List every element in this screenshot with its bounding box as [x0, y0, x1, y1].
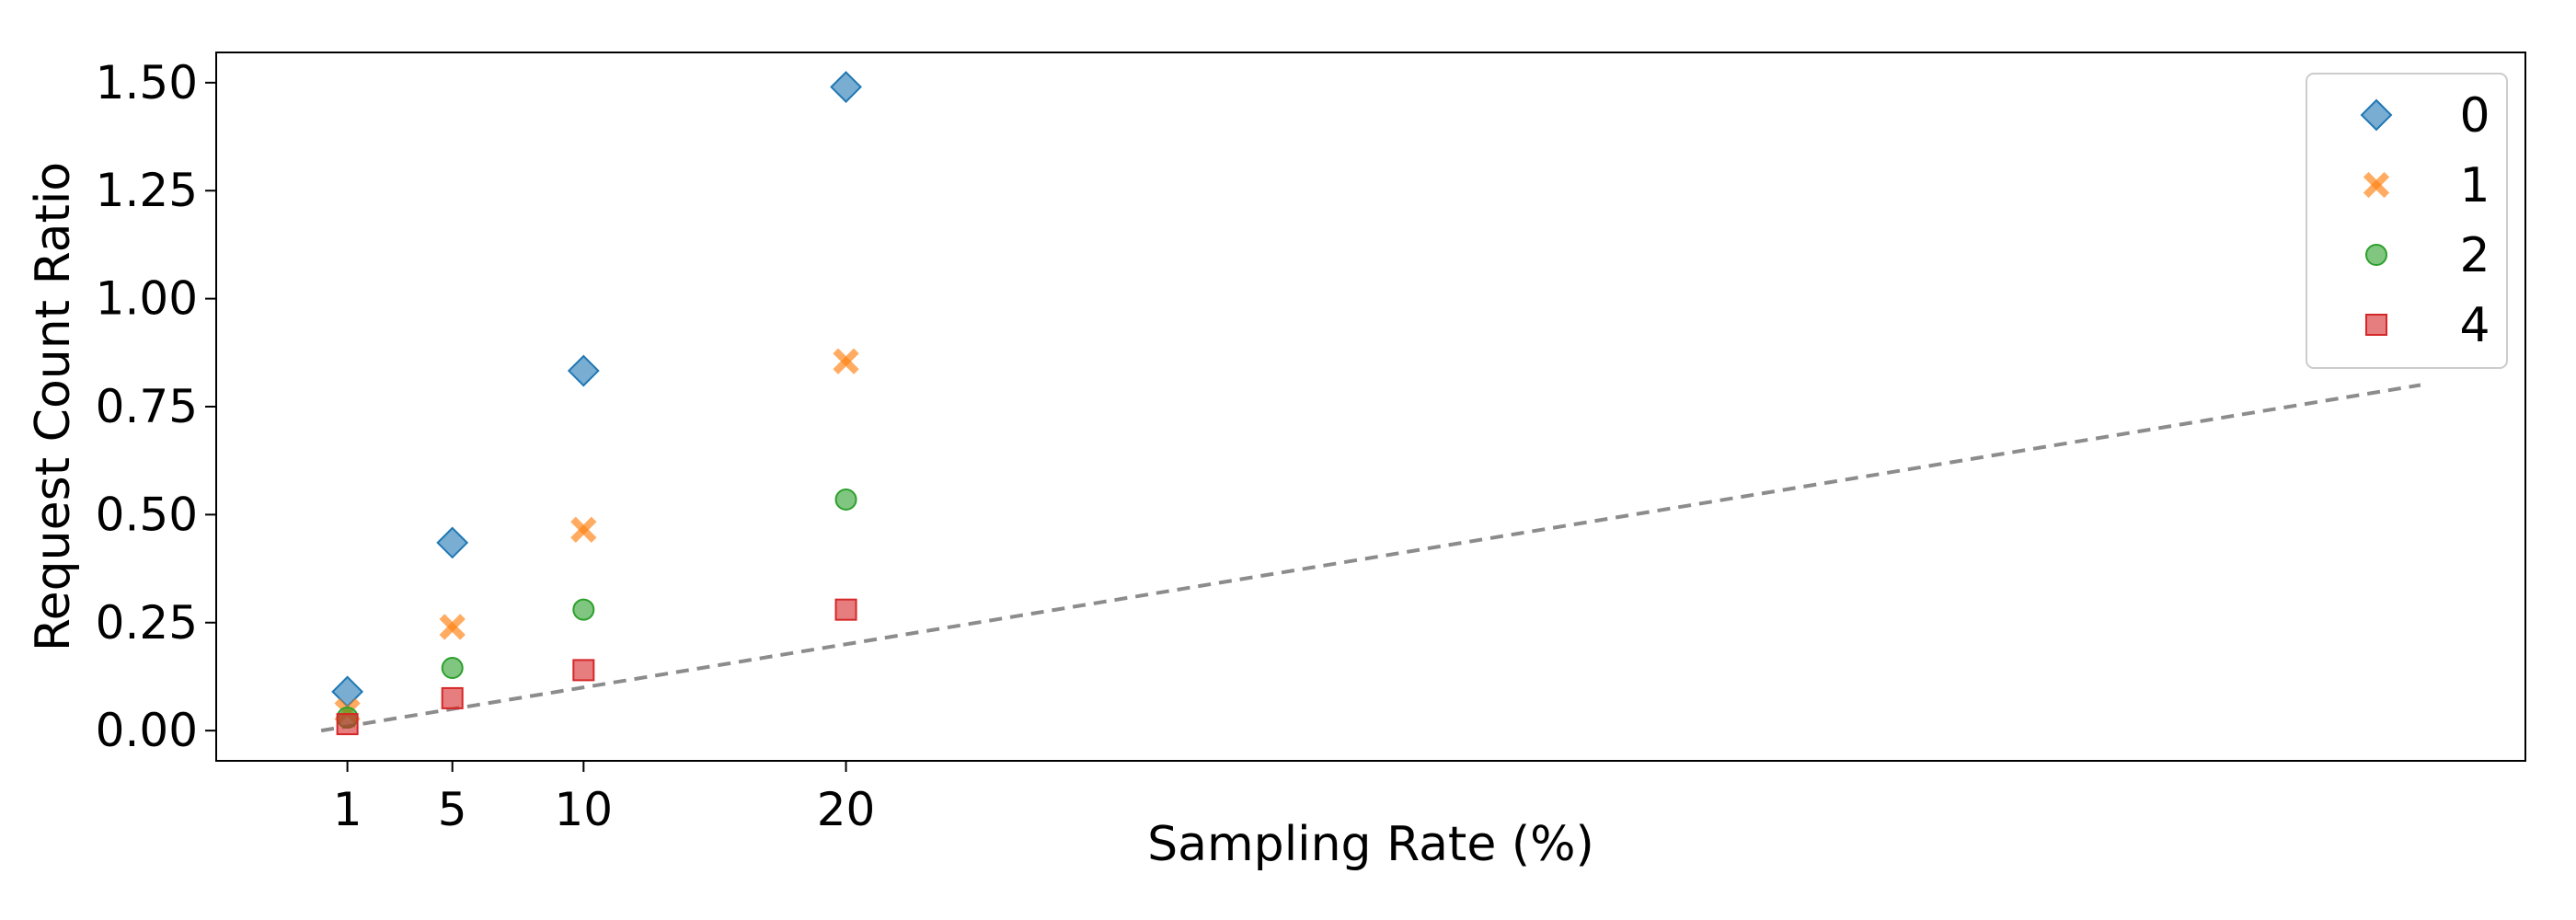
plot-layer [320, 383, 2421, 733]
x-tick-label: 5 [438, 783, 467, 836]
point-series-2 [441, 657, 464, 680]
series-0 [331, 71, 862, 708]
x-marker-stroke [439, 614, 466, 640]
y-tick-label: 1.00 [96, 272, 198, 326]
series-2 [336, 488, 857, 730]
legend-marker-0 [2360, 98, 2393, 132]
ticks-layer: 0.00 0.25 0.50 0.75 1.00 1.25 1.50 1 5 10 20 [96, 56, 876, 836]
y-tick-label: 1.25 [96, 164, 198, 217]
point-series-0 [567, 354, 600, 387]
point-series-2 [834, 488, 857, 511]
legend-marker-4 [2365, 314, 2387, 336]
point-series-4 [441, 686, 464, 709]
legend-frame [2306, 73, 2508, 369]
point-series-1 [570, 516, 597, 543]
x-tick-label: 1 [333, 783, 362, 836]
point-series-1 [439, 614, 466, 640]
x-marker-stroke [833, 348, 859, 374]
reference-line [320, 383, 2421, 733]
point-series-4 [572, 659, 595, 682]
legend-label: 1 [2459, 158, 2490, 213]
y-tick-label: 0.00 [96, 704, 198, 757]
x-marker-stroke [570, 516, 597, 543]
y-tick-label: 0.50 [96, 488, 198, 541]
y-tick-label: 0.25 [96, 596, 198, 650]
marks-layer [331, 71, 862, 736]
point-series-1 [833, 348, 859, 374]
y-axis-label: Request Count Ratio [26, 162, 81, 651]
legend-label: 2 [2459, 228, 2490, 283]
legend-marker-2 [2365, 244, 2387, 266]
point-series-4 [336, 713, 359, 736]
point-series-2 [572, 598, 595, 621]
legend-label: 0 [2459, 88, 2490, 144]
series-4 [336, 598, 857, 736]
x-tick-label: 10 [555, 783, 614, 836]
legend: 0 1 2 4 [2306, 73, 2508, 369]
point-series-4 [834, 598, 857, 621]
y-tick-label: 1.50 [96, 56, 198, 109]
x-axis-label: Sampling Rate (%) [1147, 817, 1594, 872]
x-tick-label: 20 [817, 783, 876, 836]
y-tick-label: 0.75 [96, 380, 198, 433]
legend-marker-1 [2363, 171, 2390, 199]
legend-label: 4 [2459, 298, 2490, 353]
point-series-0 [436, 526, 469, 559]
plot-frame [215, 52, 2526, 762]
x-marker-stroke [2363, 171, 2390, 199]
point-series-0 [830, 71, 862, 103]
series-1 [334, 348, 859, 725]
